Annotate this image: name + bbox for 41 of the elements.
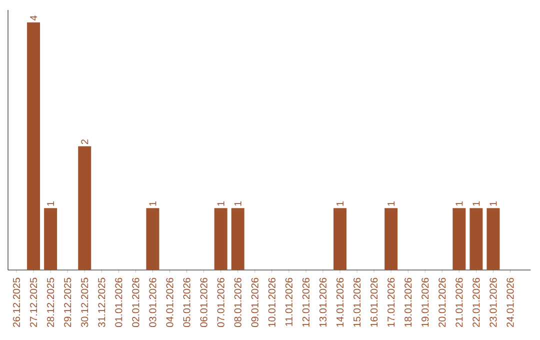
x-tick-label: 15.01.2026 [353, 278, 361, 327]
x-tick-label: 09.01.2026 [251, 278, 258, 328]
data-label: 1 [336, 201, 344, 206]
x-tick-label: 20.01.2026 [438, 278, 446, 327]
x-tick-label: 13.01.2026 [319, 278, 327, 327]
x-tick-label: 24.01.2026 [506, 278, 514, 327]
data-label: 1 [149, 201, 156, 206]
x-tick-label: 04.01.2026 [166, 278, 174, 328]
x-tick-label: 07.01.2026 [217, 278, 224, 328]
data-label: 1 [472, 201, 480, 206]
data-label: 1 [490, 201, 497, 206]
x-tick-label: 03.01.2026 [149, 278, 156, 328]
x-tick-label: 10.01.2026 [268, 278, 276, 327]
x-tick-label: 01.01.2026 [115, 278, 122, 328]
x-tick-label: 08.01.2026 [234, 278, 242, 328]
x-tick-label: 28.12.2025 [47, 278, 54, 327]
data-label: 1 [456, 201, 463, 206]
x-tick-label: 14.01.2026 [336, 278, 344, 327]
x-tick-label: 21.01.2026 [456, 278, 463, 327]
x-tick-label: 16.01.2026 [370, 278, 378, 327]
data-label: 4 [30, 16, 37, 21]
data-label: 1 [388, 201, 394, 206]
x-tick-label: 22.01.2026 [472, 278, 480, 327]
x-tick-label: 31.12.2025 [98, 278, 106, 328]
x-tick-label: 06.01.2026 [200, 278, 208, 328]
x-tick-label: 30.12.2025 [81, 278, 88, 328]
x-tick-label: 26.12.2025 [12, 278, 20, 327]
x-tick-label: 29.12.2025 [64, 278, 72, 327]
data-label: 1 [47, 201, 54, 206]
x-tick-label: 17.01.2026 [388, 278, 395, 327]
x-tick-label: 05.01.2026 [183, 278, 190, 328]
data-label: 1 [234, 201, 242, 206]
x-tick-label: 19.01.2026 [422, 278, 429, 327]
x-tick-label: 12.01.2026 [302, 278, 310, 327]
x-tick-label: 23.01.2026 [490, 278, 497, 327]
x-tick-label: 18.01.2026 [404, 278, 412, 327]
data-label: 2 [81, 140, 88, 144]
data-label: 1 [217, 201, 224, 206]
x-tick-label: 11.01.2026 [285, 278, 292, 326]
x-tick-label: 27.12.2025 [30, 278, 38, 327]
x-tick-label: 02.01.2026 [132, 278, 140, 328]
